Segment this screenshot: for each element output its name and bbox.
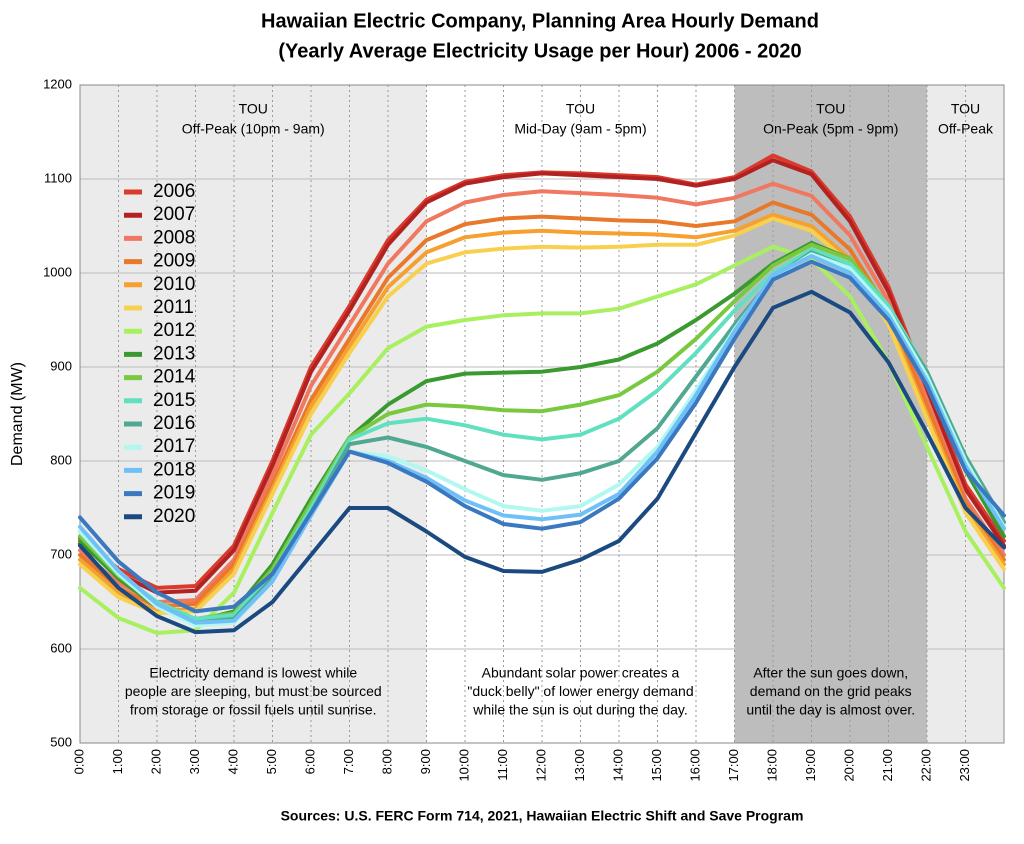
x-tick-label: 5:00 <box>264 749 279 774</box>
legend-label: 2018 <box>153 459 195 480</box>
x-tick-label: 17:00 <box>726 749 741 782</box>
region-band <box>734 85 927 743</box>
x-tick-label: 2:00 <box>148 749 163 774</box>
x-tick-label: 6:00 <box>302 749 317 774</box>
legend-label: 2009 <box>153 251 195 272</box>
y-tick-label: 800 <box>50 452 72 467</box>
x-tick-label: 13:00 <box>572 749 587 782</box>
legend-label: 2020 <box>153 506 195 527</box>
legend-label: 2019 <box>153 483 195 504</box>
annotation: Abundant solar power creates a <box>482 665 680 681</box>
y-tick-label: 1200 <box>43 76 72 91</box>
legend-label: 2011 <box>153 297 194 318</box>
y-tick-label: 1100 <box>44 170 72 185</box>
x-tick-label: 1:00 <box>110 749 125 774</box>
legend-label: 2007 <box>153 204 195 225</box>
annotation: Electricity demand is lowest while <box>149 665 357 681</box>
series-line <box>78 247 1006 621</box>
series-line <box>78 200 1006 609</box>
legend-label: 2008 <box>153 227 195 248</box>
legend-label: 2015 <box>153 390 195 411</box>
series-line <box>78 181 1006 604</box>
y-tick-label: 1000 <box>43 264 72 279</box>
series-line <box>78 289 1006 635</box>
series-line <box>78 158 1006 595</box>
legend-label: 2013 <box>153 343 195 364</box>
x-tick-label: 4:00 <box>225 749 240 774</box>
annotation: "duck belly" of lower energy demand <box>467 683 693 699</box>
legend-label: 2006 <box>153 181 195 202</box>
x-tick-label: 16:00 <box>687 749 702 782</box>
x-tick-label: 10:00 <box>456 749 471 782</box>
region-label: On-Peak (5pm - 9pm) <box>763 121 898 137</box>
x-tick-label: 7:00 <box>341 749 356 774</box>
legend-label: 2017 <box>153 436 195 457</box>
legend-label: 2014 <box>153 367 196 388</box>
series-line <box>78 254 1006 625</box>
y-axis-label: Demand (MW) <box>9 362 26 466</box>
x-tick-label: 23:00 <box>957 749 972 782</box>
legend-label: 2012 <box>153 320 195 341</box>
chart-subtitle: (Yearly Average Electricity Usage per Ho… <box>278 40 801 62</box>
legend-label: 2010 <box>153 274 195 295</box>
x-tick-label: 3:00 <box>187 749 202 774</box>
region-band <box>80 85 427 743</box>
x-tick-label: 11:00 <box>495 749 510 781</box>
x-tick-label: 19:00 <box>803 749 818 782</box>
series-line <box>78 259 1006 614</box>
y-tick-label: 600 <box>50 640 72 655</box>
y-tick-label: 900 <box>50 358 72 373</box>
plot-frame <box>79 84 1005 744</box>
annotation: After the sun goes down, <box>753 665 908 681</box>
x-tick-label: 8:00 <box>379 749 394 774</box>
annotation: while the sun is out during the day. <box>472 702 688 718</box>
x-tick-label: 21:00 <box>880 749 895 782</box>
region-title: TOU <box>951 101 980 117</box>
y-tick-label: 500 <box>50 734 72 749</box>
series-line <box>78 244 1006 635</box>
x-tick-label: 12:00 <box>533 749 548 782</box>
region-label: Mid-Day (9am - 5pm) <box>514 121 646 137</box>
region-title: TOU <box>566 101 595 117</box>
x-tick-label: 20:00 <box>841 749 856 782</box>
region-title: TOU <box>239 101 268 117</box>
x-tick-label: 14:00 <box>610 749 625 782</box>
annotation: until the day is almost over. <box>746 702 915 718</box>
chart-title: Hawaiian Electric Company, Planning Area… <box>261 10 819 32</box>
legend-label: 2016 <box>153 413 195 434</box>
source: Sources: U.S. FERC Form 714, 2021, Hawai… <box>281 808 804 824</box>
x-tick-label: 15:00 <box>649 749 664 782</box>
region-label: Off-Peak (10pm - 9am) <box>182 121 325 137</box>
annotation: demand on the grid peaks <box>750 683 912 699</box>
y-tick-label: 700 <box>50 546 72 561</box>
annotation: from storage or fossil fuels until sunri… <box>130 702 377 718</box>
region-title: TOU <box>816 101 845 117</box>
annotation: people are sleeping, but must be sourced <box>125 683 382 699</box>
region-label: Off-Peak <box>938 121 994 137</box>
x-tick-label: 22:00 <box>918 749 933 782</box>
x-tick-label: 0:00 <box>71 749 86 774</box>
x-tick-label: 18:00 <box>764 749 779 782</box>
x-tick-label: 9:00 <box>418 749 433 774</box>
